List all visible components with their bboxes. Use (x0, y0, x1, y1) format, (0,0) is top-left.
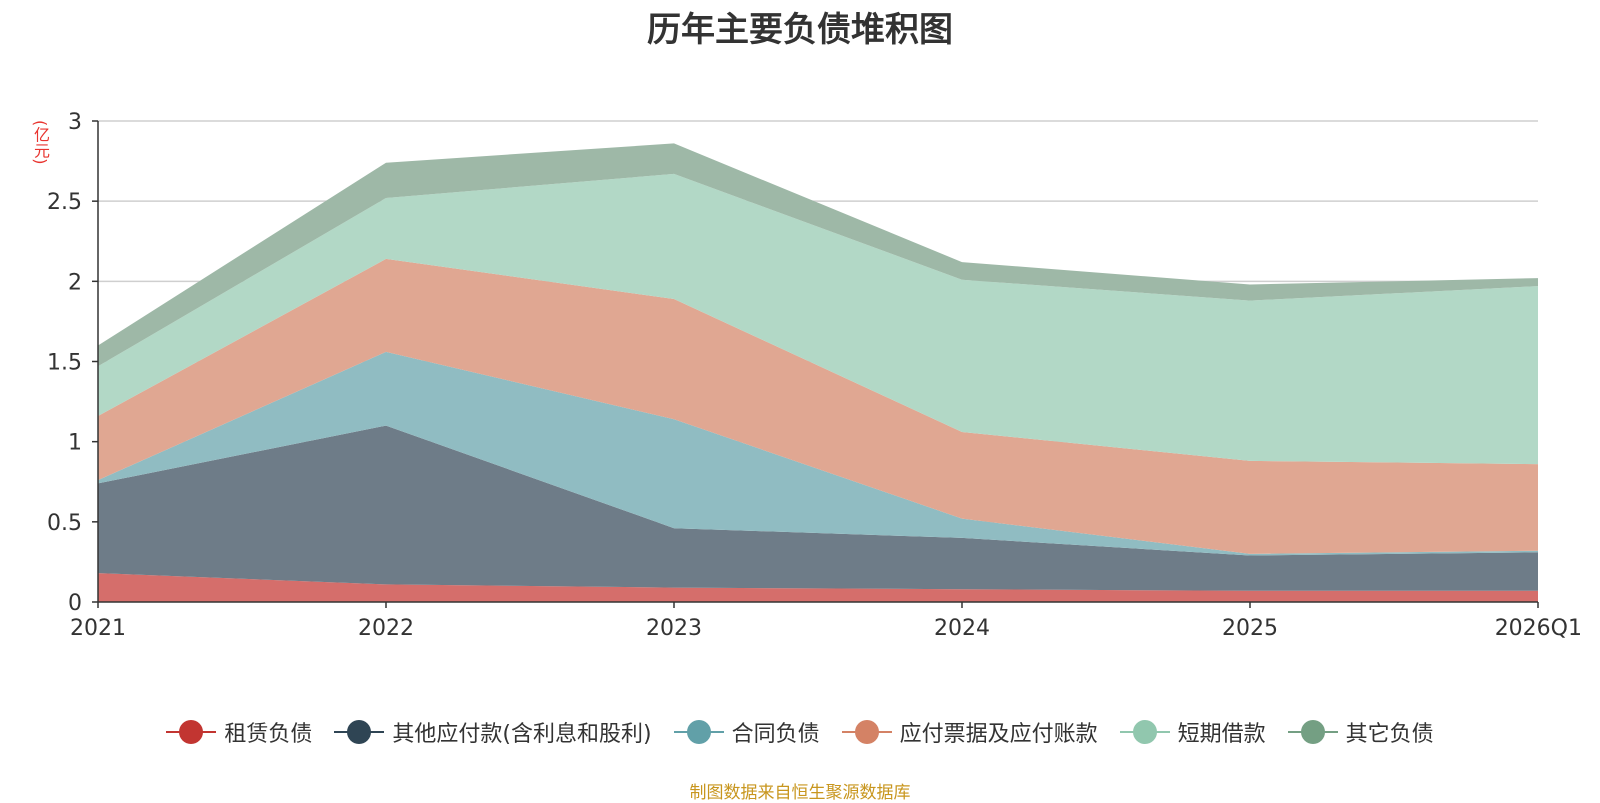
legend-marker-icon (1119, 720, 1170, 744)
y-tick-label: 2 (68, 270, 82, 295)
y-tick-label: 0.5 (47, 511, 82, 536)
x-tick-label: 2022 (358, 616, 414, 641)
area-series-5 (98, 173, 1538, 465)
axes: 0 0.5 1 1.5 2 2.5 3 2021 2022 2023 2024 2025 2026Q1 (47, 110, 1582, 641)
legend-label: 合同负债 (731, 722, 820, 747)
legend-item-3[interactable]: 合同负债 (673, 716, 820, 748)
legend-item-6[interactable]: 其它负债 (1287, 716, 1434, 748)
legend-item-4[interactable]: 应付票据及应付账款 (841, 716, 1098, 748)
legend-item-5[interactable]: 短期借款 (1119, 716, 1266, 748)
x-tick-label: 2021 (70, 616, 126, 641)
legend-label: 其它负债 (1345, 722, 1434, 747)
series-areas (98, 143, 1538, 602)
area-series-3 (98, 351, 1538, 556)
chart-title: 历年主要负债堆积图 (647, 10, 953, 50)
y-tick-label: 1.5 (47, 351, 82, 376)
x-tick-label: 2023 (646, 616, 702, 641)
legend-marker-icon (166, 720, 217, 744)
legend-marker-icon (673, 720, 724, 744)
y-tick-label: 1 (68, 431, 82, 456)
x-tick-label: 2025 (1222, 616, 1278, 641)
x-tick-label: 2026Q1 (1495, 616, 1582, 641)
area-series-1 (98, 573, 1538, 602)
x-tick-label: 2024 (934, 616, 990, 641)
y-axis-unit-label: (亿元) (31, 120, 50, 165)
area-series-4 (98, 258, 1538, 554)
legend-item-2[interactable]: 其他应付款(含利息和股利) (334, 716, 652, 748)
legend-marker-icon (841, 720, 892, 744)
y-tick-label: 3 (68, 110, 82, 135)
legend-label: 租赁负债 (224, 722, 313, 747)
legend: 租赁负债 其他应付款(含利息和股利) 合同负债 应付票据及应付账款 短期借款 其它负债 (0, 716, 1600, 748)
legend-item-1[interactable]: 租赁负债 (166, 716, 312, 748)
y-tick-label: 0 (68, 591, 82, 616)
legend-label: 其他应付款(含利息和股利) (392, 722, 652, 747)
source-note: 制图数据来自恒生聚源数据库 (689, 783, 911, 803)
legend-marker-icon (334, 720, 385, 744)
legend-label: 应付票据及应付账款 (899, 722, 1098, 747)
area-series-2 (98, 425, 1538, 591)
y-tick-label: 2.5 (47, 190, 82, 215)
legend-marker-icon (1287, 720, 1338, 744)
stacked-area-chart: 0 0.5 1 1.5 2 2.5 3 2021 2022 2023 2024 2025 2026Q1 (47, 110, 1582, 641)
legend-label: 短期借款 (1177, 722, 1266, 747)
